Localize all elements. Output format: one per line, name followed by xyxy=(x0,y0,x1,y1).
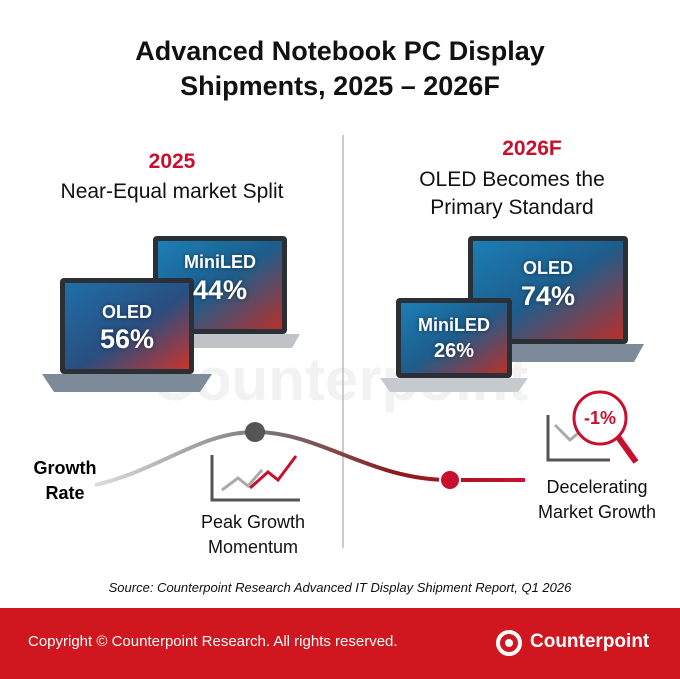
title: Advanced Notebook PC Display Shipments, … xyxy=(135,36,545,101)
decline-dot xyxy=(439,469,461,491)
peak-label: Peak Growth Momentum xyxy=(200,512,306,557)
growth-axis-label: Growth Rate xyxy=(33,458,97,503)
headline: OLED Becomes the Primary Standard xyxy=(419,168,605,219)
copyright: Copyright © Counterpoint Research. All r… xyxy=(28,633,398,650)
laptop-front-left xyxy=(42,278,212,392)
screen-share: 44% xyxy=(192,275,248,305)
screen-share: 74% xyxy=(520,281,576,311)
laptop-front-right xyxy=(380,298,528,392)
source: Source: Counterpoint Research Advanced I… xyxy=(108,580,572,595)
headline: Near-Equal market Split xyxy=(60,180,284,203)
decline-icon xyxy=(546,390,639,464)
year: 2025 xyxy=(148,150,196,173)
brand: Counterpoint xyxy=(530,631,650,652)
decline-label: Decelerating Market Growth xyxy=(537,477,657,522)
year: 2026F xyxy=(502,137,562,160)
screen-label: OLED xyxy=(101,302,152,322)
screen-share: 26% xyxy=(433,340,475,362)
footer: Copyright © Counterpoint Research. All r… xyxy=(0,608,680,679)
peak-dot xyxy=(245,422,265,442)
screen-share: 56% xyxy=(99,324,155,354)
peak-icon xyxy=(210,455,300,502)
brand-icon xyxy=(496,630,522,656)
screen-label: MiniLED xyxy=(184,252,256,272)
screen-label: MiniLED xyxy=(418,315,490,335)
artwork: Counterpoint -1% xyxy=(42,135,644,548)
screen-label: OLED xyxy=(522,258,573,278)
decline-badge: -1% xyxy=(584,408,616,428)
